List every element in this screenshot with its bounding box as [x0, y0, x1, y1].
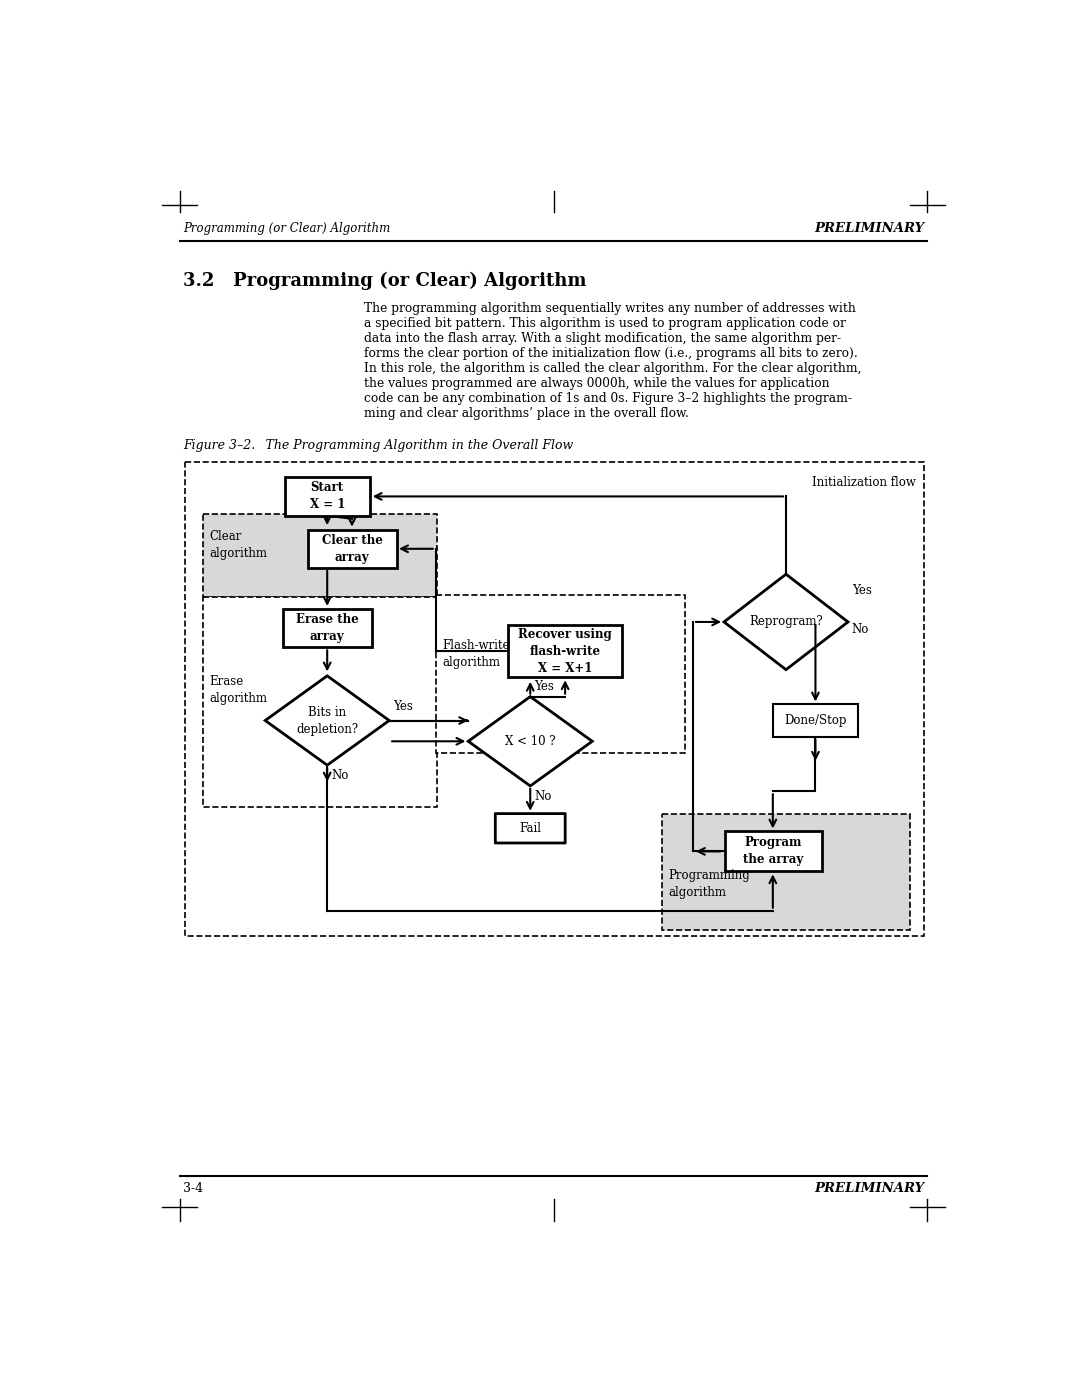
- Text: Erase
algorithm: Erase algorithm: [210, 675, 268, 704]
- FancyBboxPatch shape: [308, 529, 397, 569]
- FancyBboxPatch shape: [186, 462, 924, 936]
- Text: Fail: Fail: [519, 821, 541, 835]
- Text: Bits in
depletion?: Bits in depletion?: [296, 705, 359, 735]
- Text: No: No: [535, 789, 552, 803]
- Polygon shape: [469, 697, 592, 787]
- FancyBboxPatch shape: [435, 595, 685, 753]
- FancyBboxPatch shape: [203, 514, 437, 598]
- Text: Yes: Yes: [393, 700, 413, 712]
- Text: data into the flash array. With a slight modification, the same algorithm per-: data into the flash array. With a slight…: [364, 332, 840, 345]
- FancyBboxPatch shape: [662, 814, 910, 930]
- Text: Recover using
flash-write
X = X+1: Recover using flash-write X = X+1: [518, 627, 612, 675]
- Text: No: No: [852, 623, 869, 636]
- FancyBboxPatch shape: [284, 478, 369, 515]
- Polygon shape: [266, 676, 389, 766]
- Text: In this role, the algorithm is called the clear algorithm. For the clear algorit: In this role, the algorithm is called th…: [364, 362, 861, 376]
- Text: PRELIMINARY: PRELIMINARY: [814, 1182, 924, 1196]
- Text: PRELIMINARY: PRELIMINARY: [814, 222, 924, 236]
- Text: Yes: Yes: [535, 680, 554, 693]
- Text: Erase the
array: Erase the array: [296, 613, 359, 643]
- Text: code can be any combination of 1s and 0s. Figure 3–2 highlights the program-: code can be any combination of 1s and 0s…: [364, 393, 852, 405]
- Text: Initialization flow: Initialization flow: [812, 475, 916, 489]
- Text: Clear the
array: Clear the array: [322, 534, 382, 564]
- Text: forms the clear portion of the initialization flow (i.e., programs all bits to z: forms the clear portion of the initializ…: [364, 348, 858, 360]
- Text: Flash-write
algorithm: Flash-write algorithm: [442, 640, 510, 669]
- Text: Start
X = 1: Start X = 1: [310, 482, 345, 511]
- Text: The programming algorithm sequentially writes any number of addresses with: The programming algorithm sequentially w…: [364, 302, 855, 316]
- Text: Figure 3–2.  The Programming Algorithm in the Overall Flow: Figure 3–2. The Programming Algorithm in…: [183, 439, 573, 451]
- FancyBboxPatch shape: [508, 624, 622, 678]
- FancyBboxPatch shape: [725, 831, 822, 872]
- Text: Programming (or Clear) Algorithm: Programming (or Clear) Algorithm: [183, 222, 390, 236]
- Text: the values programmed are always 0000h, while the values for application: the values programmed are always 0000h, …: [364, 377, 829, 391]
- Text: Reprogram?: Reprogram?: [750, 616, 823, 629]
- FancyBboxPatch shape: [496, 813, 565, 842]
- Text: No: No: [332, 768, 349, 782]
- FancyBboxPatch shape: [203, 598, 437, 806]
- Text: Done/Stop: Done/Stop: [784, 714, 847, 726]
- Text: X < 10 ?: X < 10 ?: [505, 735, 555, 747]
- Text: 3.2   Programming (or Clear) Algorithm: 3.2 Programming (or Clear) Algorithm: [183, 271, 586, 289]
- Text: ming and clear algorithms’ place in the overall flow.: ming and clear algorithms’ place in the …: [364, 408, 689, 420]
- Text: 3-4: 3-4: [183, 1182, 203, 1196]
- Text: Clear
algorithm: Clear algorithm: [210, 529, 268, 560]
- FancyBboxPatch shape: [283, 609, 373, 647]
- Text: Program
the array: Program the array: [743, 837, 802, 866]
- Polygon shape: [724, 574, 848, 669]
- Text: Programming
algorithm: Programming algorithm: [669, 869, 750, 898]
- FancyBboxPatch shape: [773, 704, 859, 736]
- Text: a specified bit pattern. This algorithm is used to program application code or: a specified bit pattern. This algorithm …: [364, 317, 846, 331]
- Text: Yes: Yes: [852, 584, 872, 597]
